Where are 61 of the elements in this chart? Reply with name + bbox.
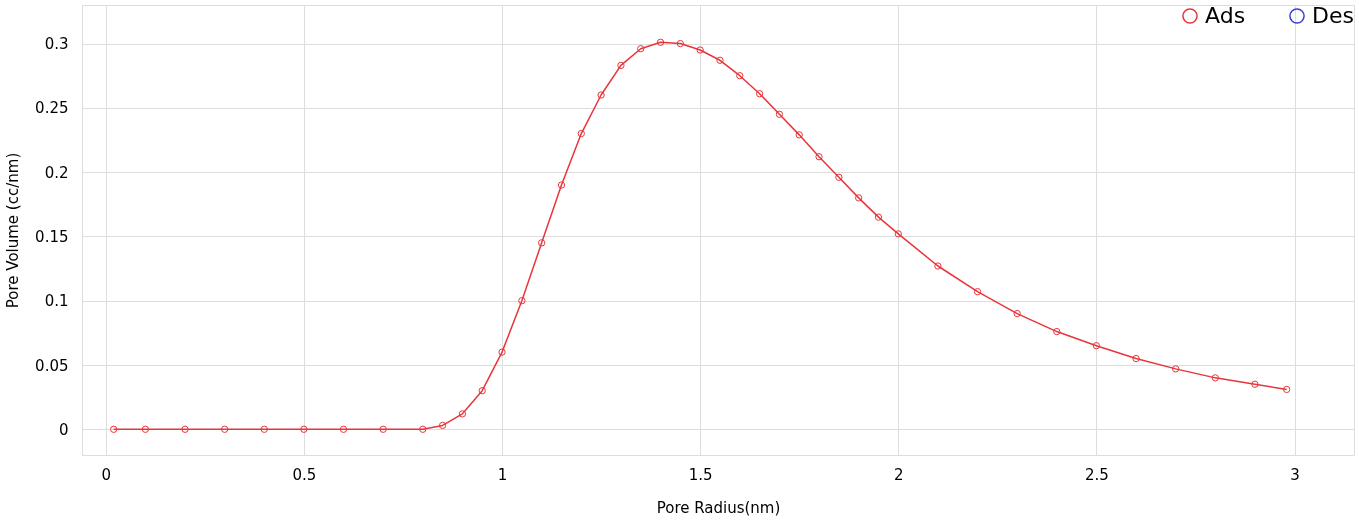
point — [458, 410, 467, 418]
y-axis-title: Pore Volume (cc/nm) — [4, 152, 23, 309]
point — [755, 90, 764, 98]
point — [110, 425, 118, 433]
y-tick-label: 0 — [58, 420, 69, 439]
point — [1211, 374, 1219, 382]
point — [557, 181, 566, 189]
point — [1132, 354, 1140, 363]
point — [538, 239, 546, 247]
point — [438, 421, 447, 430]
x-tick-label: 0 — [101, 465, 112, 484]
y-tick-label: 0.15 — [35, 227, 69, 246]
point — [1013, 309, 1021, 318]
y-tick-label: 0.3 — [44, 35, 69, 54]
point — [934, 262, 942, 270]
y-tick-label: 0.1 — [44, 292, 69, 311]
legend-label: Ads — [1205, 3, 1246, 28]
point — [676, 39, 685, 48]
point — [379, 425, 387, 433]
x-tick-label: 2 — [894, 465, 904, 484]
point — [656, 38, 665, 46]
point — [339, 425, 348, 433]
point — [577, 129, 585, 138]
point — [696, 46, 704, 54]
point — [894, 230, 902, 238]
point — [795, 131, 803, 139]
y-tick-label: 0.2 — [44, 163, 69, 182]
point — [1251, 380, 1259, 388]
point — [478, 387, 486, 395]
point — [874, 213, 883, 221]
point — [1092, 342, 1101, 350]
point — [835, 173, 843, 181]
legend-label: Des — [1312, 3, 1354, 28]
y-tick-label: 0.25 — [35, 99, 69, 118]
point — [1282, 385, 1291, 394]
point — [498, 348, 506, 356]
point — [973, 288, 982, 296]
point — [181, 425, 189, 433]
point — [597, 91, 605, 99]
x-tick-label: 0.5 — [292, 465, 317, 484]
x-tick-label: 1 — [497, 465, 508, 484]
point — [419, 425, 427, 433]
point — [617, 61, 625, 70]
point — [736, 72, 744, 80]
point — [775, 110, 784, 118]
point — [815, 153, 823, 161]
point — [1172, 365, 1180, 373]
point — [1053, 327, 1061, 336]
point — [260, 425, 268, 433]
point — [220, 425, 229, 433]
y-tick-label: 0.05 — [35, 356, 69, 375]
point — [141, 425, 150, 433]
x-tick-label: 2.5 — [1085, 465, 1109, 484]
point — [518, 297, 526, 305]
point — [855, 194, 863, 202]
point — [300, 425, 308, 433]
x-axis-title: Pore Radius(nm) — [656, 498, 781, 517]
point — [637, 45, 645, 53]
x-tick-label: 1.5 — [688, 465, 713, 484]
point — [716, 56, 724, 64]
x-tick-label: 3 — [1290, 465, 1300, 484]
